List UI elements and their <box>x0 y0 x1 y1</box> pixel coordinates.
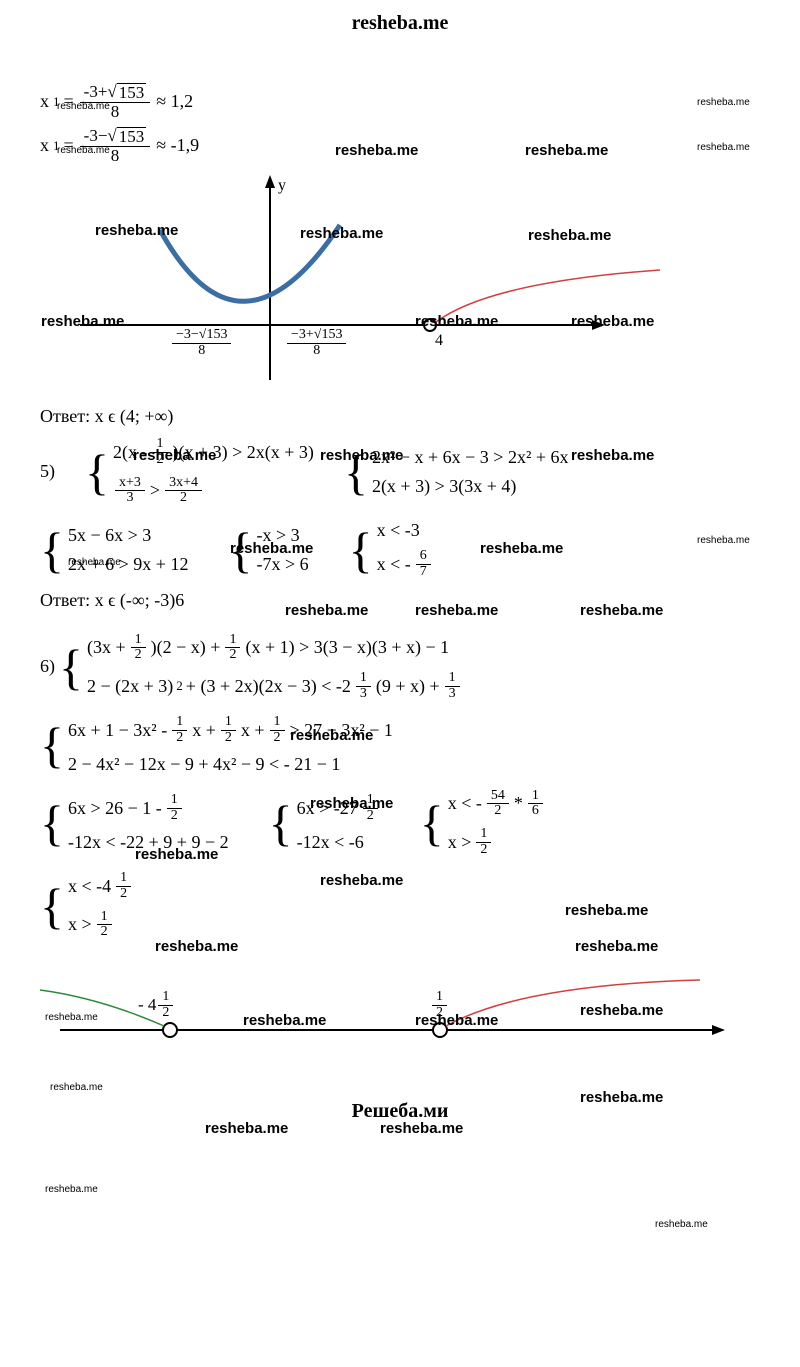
content: x1 = -3+153 8 ≈ 1,2 x1 = -3−153 8 ≈ -1,9… <box>0 47 800 1080</box>
problem-5-row2: { 5x − 6x > 32x + 6 > 9x + 12 { -x > 3-7… <box>40 516 760 583</box>
watermark: resheba.me <box>243 1012 326 1029</box>
svg-text:4: 4 <box>435 332 443 349</box>
watermark: resheba.me <box>580 602 663 619</box>
watermark: resheba.me <box>565 902 648 919</box>
watermark: resheba.me <box>57 145 110 156</box>
watermark: resheba.me <box>320 447 403 464</box>
watermark: resheba.me <box>415 602 498 619</box>
watermark: resheba.me <box>528 227 611 244</box>
watermark: resheba.me <box>697 535 750 546</box>
watermark: resheba.me <box>133 447 216 464</box>
watermark: resheba.me <box>697 142 750 153</box>
watermark: resheba.me <box>68 557 121 568</box>
answer-4: Ответ: x ϵ (4; +∞) <box>40 406 760 427</box>
equation-x1-plus: x1 = -3+153 8 ≈ 1,2 <box>40 83 760 121</box>
watermark: resheba.me <box>300 225 383 242</box>
watermark: resheba.me <box>50 1082 103 1093</box>
watermark: resheba.me <box>480 540 563 557</box>
watermark: resheba.me <box>580 1089 663 1106</box>
watermark: resheba.me <box>57 101 110 112</box>
watermark: resheba.me <box>380 1120 463 1137</box>
watermark: resheba.me <box>525 142 608 159</box>
watermark: resheba.me <box>335 142 418 159</box>
problem-5-row1: 5) { 2(x -12)(x + 3) > 2x(x + 3) x+33>3x… <box>40 433 760 510</box>
watermark: resheba.me <box>575 938 658 955</box>
watermark: resheba.me <box>415 1012 498 1029</box>
watermark: resheba.me <box>205 1120 288 1137</box>
watermark: resheba.me <box>655 1219 708 1230</box>
watermark: resheba.me <box>135 846 218 863</box>
svg-text:y: y <box>278 177 286 194</box>
watermark: resheba.me <box>285 602 368 619</box>
parabola-chart: y 4 −3−√1538 −3+√1538 <box>40 170 760 400</box>
problem-6-row1: 6) { (3x +12)(2 − x) +12(х + 1) > 3(3 − … <box>40 629 760 706</box>
problem-6-row2: { 6x + 1 − 3x² -12x +12x +12> 27 − 3x² −… <box>40 711 760 778</box>
watermark: resheba.me <box>290 727 373 744</box>
watermark: resheba.me <box>415 313 498 330</box>
watermark: resheba.me <box>320 872 403 889</box>
watermark: resheba.me <box>580 1002 663 1019</box>
watermark: resheba.me <box>230 540 313 557</box>
watermark: resheba.me <box>155 938 238 955</box>
page-header: resheba.me <box>0 0 800 47</box>
watermark: resheba.me <box>41 313 124 330</box>
watermark: resheba.me <box>310 795 393 812</box>
watermark: resheba.me <box>45 1012 98 1023</box>
watermark: resheba.me <box>571 447 654 464</box>
watermark: resheba.me <box>571 313 654 330</box>
watermark: resheba.me <box>45 1184 98 1195</box>
watermark: resheba.me <box>95 222 178 239</box>
watermark: resheba.me <box>697 97 750 108</box>
